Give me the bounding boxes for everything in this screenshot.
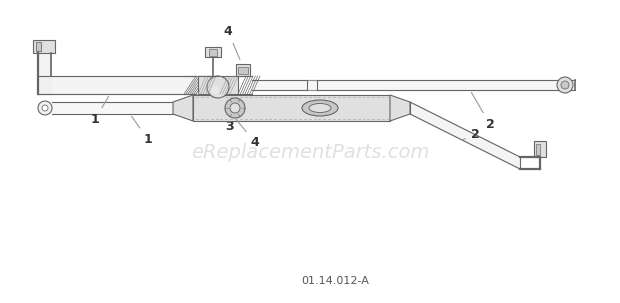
Circle shape	[207, 76, 229, 98]
Circle shape	[557, 77, 573, 93]
Text: 2: 2	[471, 92, 494, 131]
FancyBboxPatch shape	[205, 47, 221, 57]
FancyBboxPatch shape	[198, 76, 238, 94]
Circle shape	[211, 86, 219, 94]
FancyBboxPatch shape	[193, 95, 390, 121]
Circle shape	[225, 98, 245, 118]
Text: 1: 1	[131, 116, 153, 146]
Text: eReplacementParts.com: eReplacementParts.com	[191, 142, 429, 161]
Polygon shape	[390, 95, 410, 121]
Ellipse shape	[309, 104, 331, 112]
Ellipse shape	[302, 100, 338, 116]
Circle shape	[561, 81, 569, 89]
FancyBboxPatch shape	[209, 49, 217, 56]
Polygon shape	[173, 95, 193, 121]
Circle shape	[38, 101, 52, 115]
FancyBboxPatch shape	[236, 64, 250, 76]
Text: 2: 2	[463, 128, 479, 141]
FancyBboxPatch shape	[238, 67, 248, 74]
FancyBboxPatch shape	[36, 42, 41, 51]
Text: 3: 3	[219, 101, 234, 133]
Text: 4: 4	[224, 25, 240, 59]
Polygon shape	[410, 102, 520, 169]
FancyBboxPatch shape	[534, 141, 546, 157]
Circle shape	[230, 103, 240, 113]
Text: 1: 1	[91, 96, 108, 126]
Text: 4: 4	[237, 120, 259, 149]
Circle shape	[42, 105, 48, 111]
FancyBboxPatch shape	[33, 40, 55, 53]
FancyBboxPatch shape	[536, 144, 540, 155]
Text: 01.14.012-A: 01.14.012-A	[301, 276, 369, 286]
